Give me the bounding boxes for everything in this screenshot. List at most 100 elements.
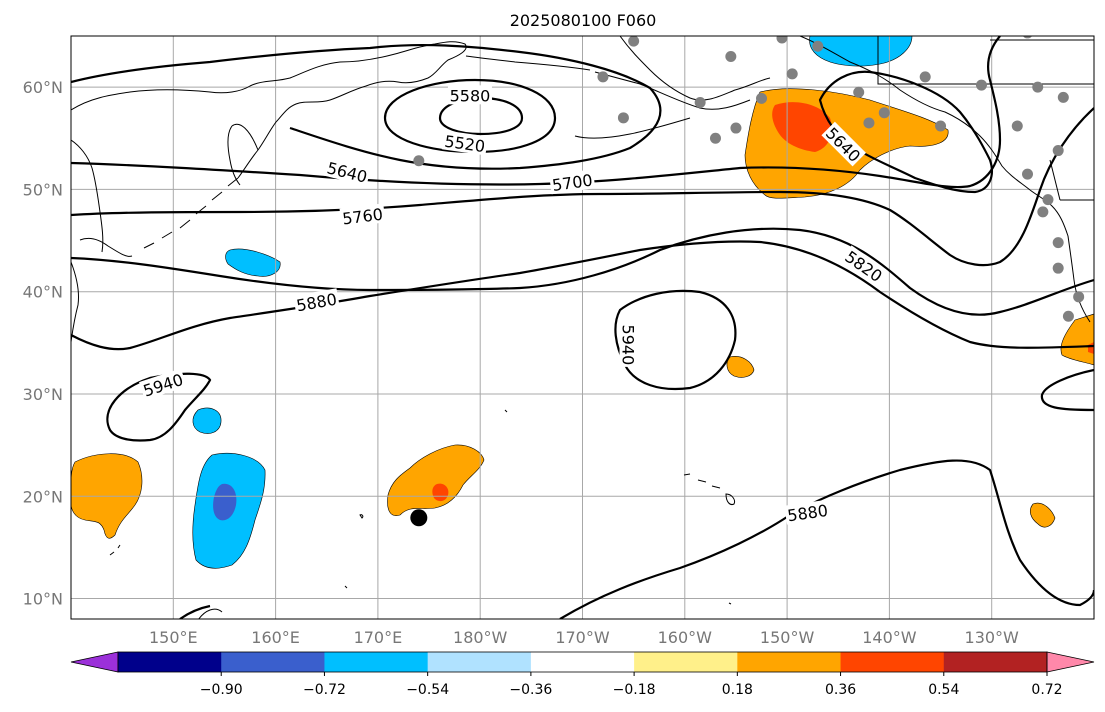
contour-5820: [71, 227, 1094, 316]
contour-label-halo: [339, 203, 386, 228]
colorbar-swatch: [737, 652, 842, 672]
markers: [410, 509, 428, 527]
colorbar: −0.90 −0.72 −0.54 −0.36 −0.18 0.18 0.36 0.54 0.7…: [70, 651, 1095, 698]
lat-label: 10°N: [23, 590, 63, 609]
contour-label: 5580: [447, 85, 492, 105]
colorbar-extend-high: [1046, 651, 1095, 673]
colorbar-tick-label: 0.72: [1031, 682, 1062, 698]
anomaly-region-california-positive: [1060, 313, 1094, 366]
station-dot: [1022, 168, 1034, 180]
colorbar-swatch: [324, 652, 429, 672]
station-dot: [628, 36, 640, 47]
station-dot: [1057, 91, 1069, 103]
station-dot: [975, 79, 987, 91]
chart-title: 2025080100 F060: [510, 11, 657, 30]
contour-label: 5880: [784, 499, 831, 525]
lat-label: 20°N: [23, 487, 63, 506]
coastline-alaska: [619, 36, 1031, 191]
colorbar-tick-label: −0.54: [406, 682, 449, 698]
coastline-siberia: [71, 41, 467, 179]
station-dot: [1062, 310, 1074, 322]
contour-label: 5700: [549, 169, 596, 195]
anomaly-region-small-positive-east: [726, 356, 755, 378]
station-dot: [1022, 36, 1033, 39]
colorbar-tick-label: 0.36: [825, 682, 856, 698]
station-dot: [853, 86, 865, 98]
colorbar-tick-label: 0.54: [928, 682, 959, 698]
anomaly-region-bering-negative: [809, 36, 913, 67]
lat-label: 40°N: [23, 283, 63, 302]
station-dot: [1011, 120, 1023, 132]
anomaly-region-western-tropical-core: [213, 483, 237, 521]
contour-label: 5940: [619, 322, 639, 367]
coastline-canada-borders: [877, 36, 1094, 201]
contour-5580-5640-west: [71, 43, 662, 170]
colorbar-swatch: [530, 652, 635, 672]
contour-label-text: 5760: [341, 205, 384, 229]
contour-label: 5760: [339, 203, 386, 229]
anomaly-region-central-pacific-positive: [387, 444, 485, 516]
station-dot: [413, 155, 425, 167]
station-dot: [694, 96, 706, 108]
contour-label-halo: [821, 121, 866, 167]
anomaly-region-central-pacific-core: [432, 483, 449, 502]
lon-label: 150°W: [760, 628, 815, 647]
contour-label-halo: [293, 288, 340, 315]
coastline-islands: [109, 409, 732, 619]
contour-label-halo: [549, 169, 596, 195]
lon-label: 180°W: [453, 628, 508, 647]
stations: [413, 36, 1085, 322]
colorbar-swatch: [221, 652, 325, 672]
colorbar-swatch: [840, 652, 945, 672]
coastline-hawaii: [683, 473, 735, 505]
station-dot: [756, 92, 768, 104]
contour-5520: [383, 78, 557, 154]
station-dot: [812, 40, 824, 52]
coastlines: [71, 36, 1094, 619]
anomaly-region-small-negative-mid: [192, 407, 222, 434]
contour-5880-north: [71, 240, 1094, 351]
station-dot: [1042, 194, 1054, 206]
station-dot: [1073, 291, 1085, 303]
storm-center-marker: [410, 509, 428, 527]
lat-label: 30°N: [23, 385, 63, 404]
station-dot: [1052, 237, 1064, 249]
station-dot: [1052, 262, 1064, 274]
colorbar-outline: [117, 651, 1048, 673]
lon-label: 150°E: [149, 628, 198, 647]
colorbar-tick-label: 0.18: [722, 682, 753, 698]
lon-label: 130°W: [965, 628, 1020, 647]
colorbar-tick-label: −0.72: [303, 682, 346, 698]
colorbar-tick-label: −0.18: [613, 682, 656, 698]
contour-label-halo: [840, 245, 888, 287]
station-dot: [1032, 81, 1044, 93]
contour-label-text: 5580: [450, 86, 491, 105]
contour-label-halo: [619, 322, 639, 367]
coastline-aleutians: [465, 55, 751, 139]
anomaly-region-small-positive-southeast: [1029, 502, 1056, 528]
colorbar-swatch: [634, 652, 738, 672]
colorbar-tick-label: −0.90: [200, 682, 243, 698]
station-dot: [730, 122, 742, 134]
coastline-okhotsk: [71, 139, 104, 253]
contour-label-halo: [441, 130, 489, 156]
lon-label: 170°W: [555, 628, 610, 647]
contour-label-halo: [139, 368, 187, 401]
coastline-kamchatka: [227, 123, 259, 186]
coastline-kurils: [143, 177, 239, 249]
lon-label: 160°E: [251, 628, 300, 647]
station-dot: [919, 71, 931, 83]
contour-5880-south: [179, 368, 1094, 619]
lat-label: 60°N: [23, 78, 63, 97]
station-dot: [776, 36, 788, 44]
station-dot: [786, 68, 798, 80]
station-dot: [709, 132, 721, 144]
contour-label-halo: [784, 499, 831, 525]
station-dot: [725, 50, 737, 62]
colorbar-swatch: [943, 652, 1048, 672]
colorbar-extend-low: [70, 651, 119, 673]
contour-5700: [71, 36, 1094, 267]
latitude-labels: 60°N 50°N 40°N 30°N 20°N 10°N: [23, 78, 63, 608]
station-dot: [1052, 145, 1064, 157]
